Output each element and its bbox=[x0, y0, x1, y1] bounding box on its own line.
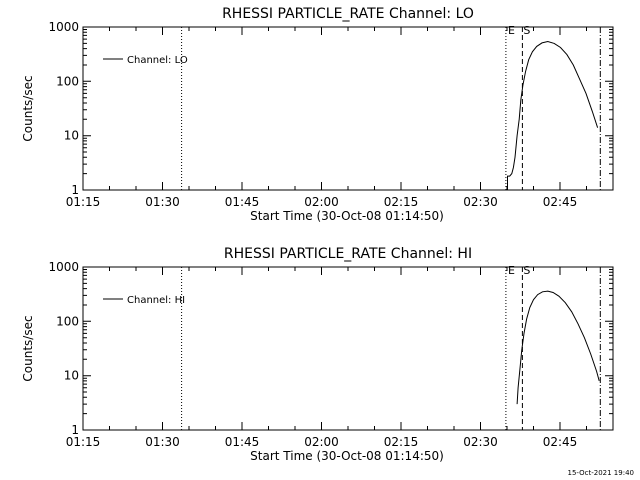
x-tick-label: 02:30 bbox=[463, 195, 498, 209]
y-tick-label: 100 bbox=[56, 74, 79, 88]
marker-label-s-lo: S bbox=[523, 24, 530, 37]
y-tick-label: 100 bbox=[56, 314, 79, 328]
series-line-channel-lo bbox=[507, 40, 599, 190]
footer-timestamp: 15-Oct-2021 19:40 bbox=[567, 469, 634, 477]
legend-label-lo: Channel: LO bbox=[127, 55, 188, 66]
plot-frame bbox=[82, 266, 614, 431]
x-tick-label: 02:15 bbox=[384, 435, 419, 449]
marker-label-s-hi: S bbox=[523, 264, 530, 277]
x-axis-label-lo: Start Time (30-Oct-08 01:14:50) bbox=[250, 209, 444, 223]
x-tick-label: 01:15 bbox=[66, 435, 101, 449]
x-tick-label: 02:45 bbox=[543, 195, 578, 209]
x-tick-label: 01:15 bbox=[66, 195, 101, 209]
plot-frame bbox=[82, 26, 614, 191]
y-tick-label: 1000 bbox=[48, 20, 79, 34]
x-tick-label: 01:45 bbox=[225, 435, 260, 449]
y-tick-label: 10 bbox=[64, 129, 79, 143]
x-tick-label: 02:30 bbox=[463, 435, 498, 449]
axis-ticks bbox=[82, 266, 614, 431]
chart-title-lo: RHESSI PARTICLE_RATE Channel: LO bbox=[222, 6, 474, 22]
x-tick-label: 02:15 bbox=[384, 195, 419, 209]
x-tick-label: 02:00 bbox=[304, 435, 339, 449]
axis-ticks bbox=[82, 26, 614, 191]
x-tick-label: 01:30 bbox=[145, 195, 180, 209]
chart-panel-lo: RHESSI PARTICLE_RATE Channel: LO Counts/… bbox=[21, 6, 614, 223]
series-line-channel-hi bbox=[516, 290, 600, 405]
y-tick-label: 10 bbox=[64, 369, 79, 383]
chart-panel-hi: RHESSI PARTICLE_RATE Channel: HI Counts/… bbox=[21, 246, 614, 463]
y-axis-label-lo: Counts/sec bbox=[21, 75, 35, 141]
marker-label-e-hi: E bbox=[508, 264, 515, 277]
marker-label-e-lo: E bbox=[508, 24, 515, 37]
chart-title-hi: RHESSI PARTICLE_RATE Channel: HI bbox=[224, 246, 472, 262]
x-tick-label: 02:45 bbox=[543, 435, 578, 449]
y-tick-label: 1 bbox=[71, 423, 79, 437]
x-tick-label: 01:45 bbox=[225, 195, 260, 209]
y-tick-label: 1 bbox=[71, 183, 79, 197]
x-tick-label: 01:30 bbox=[145, 435, 180, 449]
y-tick-label: 1000 bbox=[48, 260, 79, 274]
x-axis-label-hi: Start Time (30-Oct-08 01:14:50) bbox=[250, 449, 444, 463]
y-axis-label-hi: Counts/sec bbox=[21, 315, 35, 381]
legend-label-hi: Channel: HI bbox=[127, 295, 185, 306]
x-tick-label: 02:00 bbox=[304, 195, 339, 209]
